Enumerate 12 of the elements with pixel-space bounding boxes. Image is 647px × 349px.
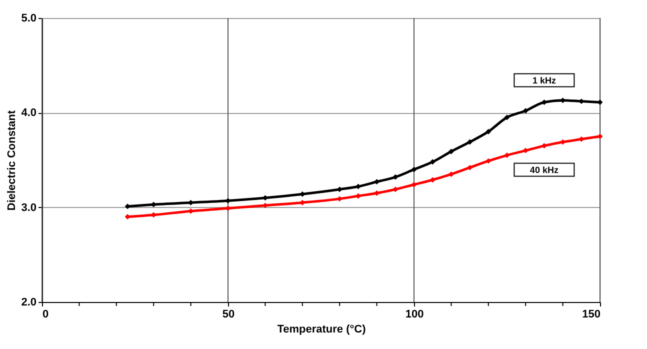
x-tick-label: 0 <box>42 308 49 320</box>
y-tick-label: 5.0 <box>21 12 36 24</box>
annotation: 1 kHz <box>532 75 556 86</box>
annotation: 40 kHz <box>530 164 559 175</box>
x-tick-label: 100 <box>405 308 424 320</box>
x-tick-label: 150 <box>582 308 600 320</box>
y-tick-label: 2.0 <box>21 296 36 308</box>
x-tick-label: 50 <box>222 308 235 320</box>
x-axis-title: Temperature (°C) <box>277 324 366 336</box>
y-tick-label: 4.0 <box>21 107 36 120</box>
y-axis-title: Dielectric Constant <box>6 110 18 211</box>
y-tick-label: 3.0 <box>21 202 36 214</box>
